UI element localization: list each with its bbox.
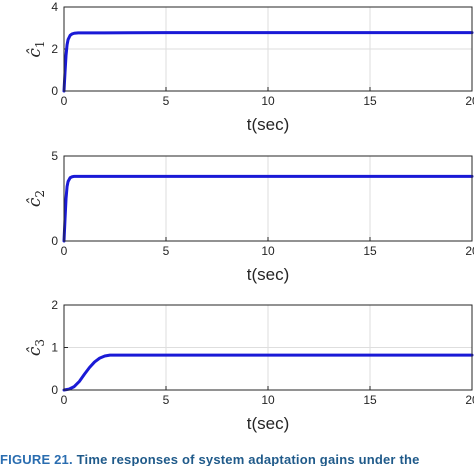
- panel-2-x-tick-label: 15: [363, 244, 377, 258]
- panel-3-x-tick-label: 0: [61, 393, 68, 407]
- panel-2-x-tick-label: 10: [261, 244, 275, 258]
- panel-2-y-tick-label: 0: [51, 234, 58, 248]
- panel-1-x-tick-label: 0: [61, 94, 68, 108]
- figure-caption: FIGURE 21. Time responses of system adap…: [0, 452, 474, 466]
- panel-3-y-tick-label: 1: [51, 341, 58, 355]
- panel-1-y-tick-label: 4: [51, 0, 58, 14]
- panel-1-y-axis-label: ĉ1: [25, 40, 47, 57]
- panel-1-y-tick-label: 0: [51, 84, 58, 98]
- panel-2-series-line: [62, 174, 474, 243]
- panel-3-x-axis-label: t(sec): [247, 414, 290, 433]
- caption-label: FIGURE 21.: [0, 452, 73, 466]
- panel-3-y-tick-label: 2: [51, 298, 58, 312]
- panel-1-series-line: [62, 31, 474, 93]
- panel-1-x-tick-label: 20: [465, 94, 474, 108]
- caption-text: Time responses of system adaptation gain…: [76, 452, 420, 466]
- panel-3-axes-box: [63, 304, 473, 391]
- panel-2-x-tick-label: 5: [163, 244, 170, 258]
- panel-1-x-tick-label: 5: [163, 94, 170, 108]
- panel-1-x-axis-label: t(sec): [247, 115, 290, 134]
- panel-1-y-tick-label: 2: [51, 42, 58, 56]
- panel-1-x-tick-label: 10: [261, 94, 275, 108]
- panel-3-x-tick-label: 15: [363, 393, 377, 407]
- panel-2-x-tick-label: 0: [61, 244, 68, 258]
- panel-1-x-tick-label: 15: [363, 94, 377, 108]
- panel-3-y-axis-label: ĉ3: [25, 339, 47, 356]
- panel-2-axes-box: [63, 155, 473, 242]
- panel-3-series-line: [62, 353, 474, 392]
- panel-2-x-tick-label: 20: [465, 244, 474, 258]
- panel-3-x-tick-label: 10: [261, 393, 275, 407]
- panel-2-y-tick-label: 5: [51, 149, 58, 163]
- panel-2-y-axis-label: ĉ2: [25, 190, 47, 207]
- panel-3-x-tick-label: 20: [465, 393, 474, 407]
- panel-2-x-axis-label: t(sec): [247, 265, 290, 284]
- panel-3-x-tick-label: 5: [163, 393, 170, 407]
- panel-1-axes-box: [63, 6, 473, 92]
- panel-3-y-tick-label: 0: [51, 383, 58, 397]
